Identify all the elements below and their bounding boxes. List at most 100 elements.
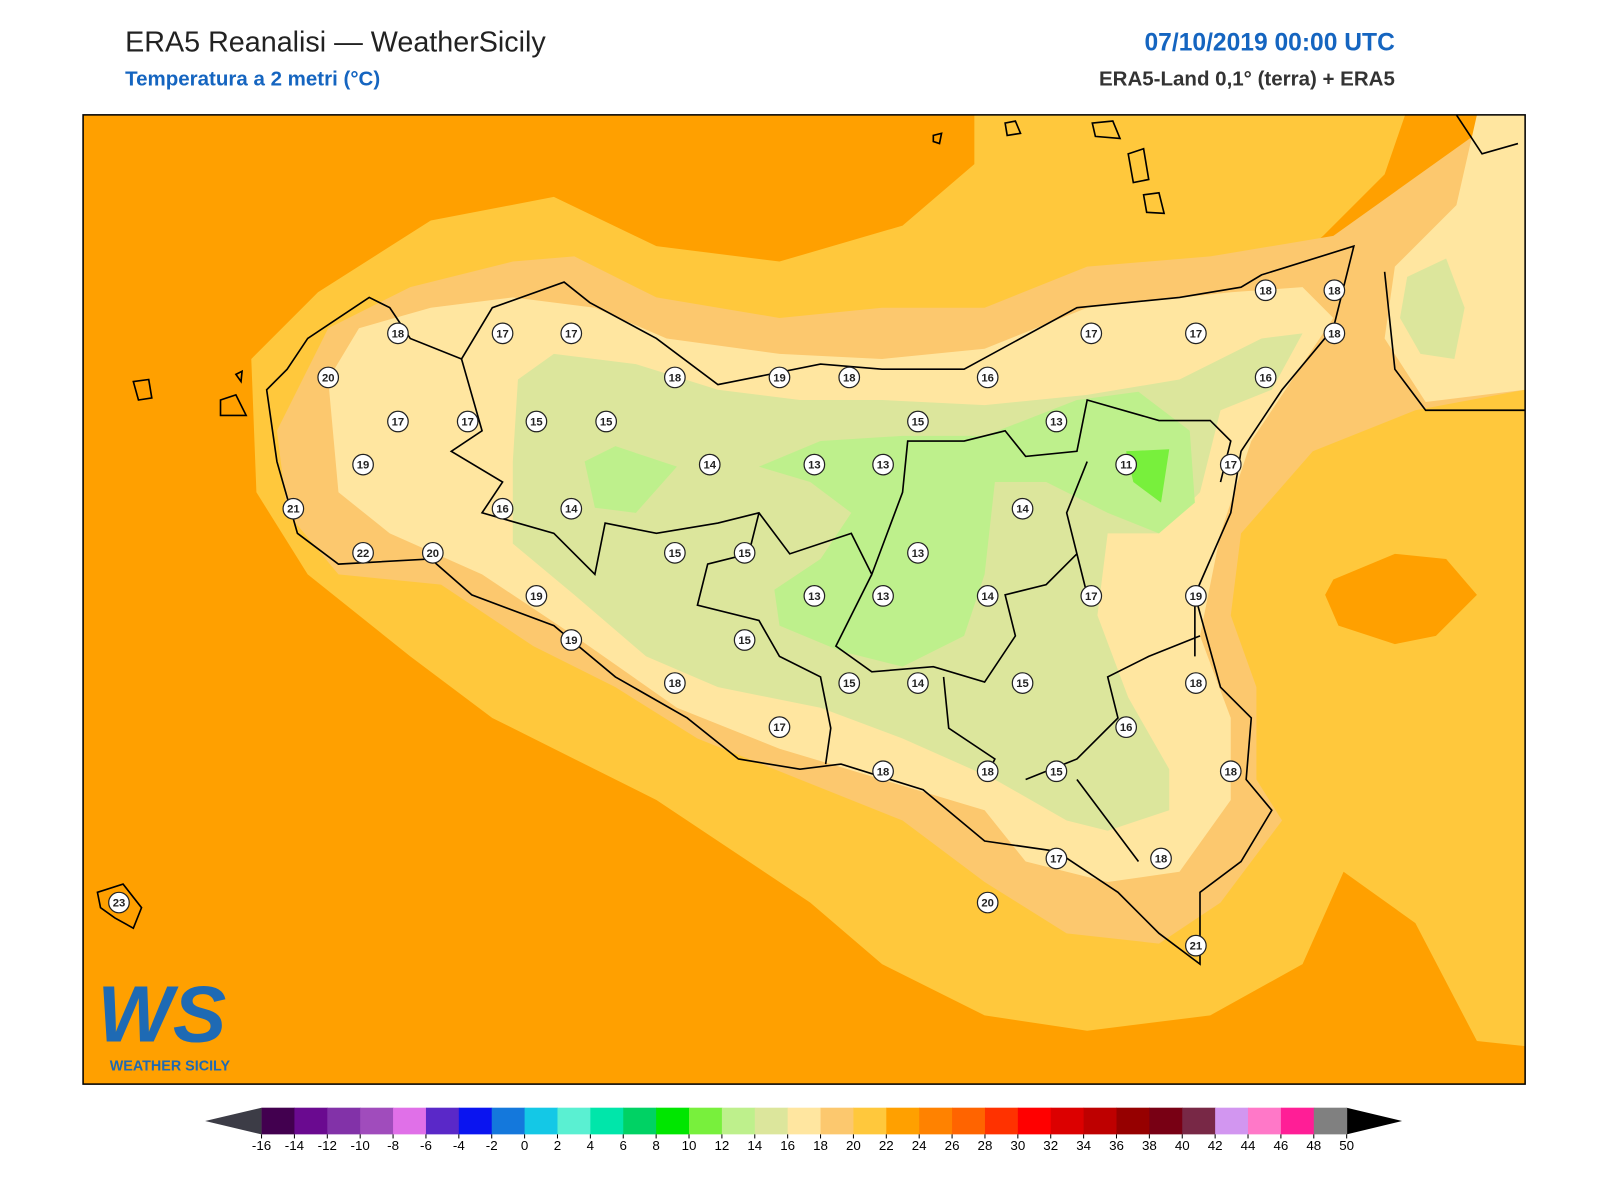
station-value: 15 (600, 417, 613, 429)
station-marker (1045, 847, 1068, 870)
station-marker (1011, 497, 1034, 520)
colorbar-tick-label: 36 (1109, 1138, 1124, 1153)
station-marker (317, 366, 340, 389)
colorbar-tick-label: 10 (682, 1138, 697, 1153)
station-value: 17 (392, 417, 405, 429)
station-marker (1150, 847, 1172, 870)
station-value: 18 (1190, 678, 1203, 690)
colorbar-swatch (1149, 1107, 1183, 1135)
colorbar-swatch (261, 1107, 295, 1135)
station-marker (1185, 934, 1207, 957)
colorbar-tick-label: -6 (420, 1138, 432, 1153)
station-marker (491, 497, 514, 520)
station-marker (456, 410, 479, 433)
station-marker (491, 322, 514, 345)
colorbar-swatch (853, 1107, 887, 1135)
station-value: 14 (981, 591, 994, 603)
station-value: 18 (392, 328, 405, 340)
datetime: 07/10/2019 00:00 UTC (1144, 30, 1395, 57)
colorbar-tick-label: -14 (285, 1138, 305, 1153)
station-value: 15 (1050, 766, 1063, 778)
station-value: 13 (1050, 417, 1063, 429)
colorbar-swatch (425, 1107, 460, 1135)
station-value: 22 (357, 548, 370, 560)
colorbar-tick-label: 6 (620, 1138, 627, 1153)
station-value: 15 (843, 678, 856, 690)
colorbar-tick-label: 2 (554, 1138, 561, 1153)
station-value: 21 (287, 504, 300, 516)
colorbar-swatch (623, 1107, 657, 1135)
colorbar-swatch (1313, 1107, 1348, 1135)
station-marker (976, 366, 999, 389)
station-marker (560, 497, 583, 520)
station-marker (421, 541, 444, 564)
station-value: 17 (773, 722, 786, 734)
station-value: 17 (496, 328, 509, 340)
station-value: 14 (703, 460, 716, 472)
colorbar-tick-label: 32 (1043, 1138, 1058, 1153)
station-value: 18 (669, 372, 682, 384)
colorbar-tick-label: 28 (978, 1138, 993, 1153)
colorbar-swatch (458, 1107, 493, 1135)
station-marker (1080, 322, 1103, 345)
station-marker (1185, 322, 1207, 345)
logo-mark: WS (97, 970, 226, 1059)
station-value: 16 (496, 504, 509, 516)
station-value: 19 (530, 591, 543, 603)
station-marker (595, 410, 618, 433)
colorbar-swatch (590, 1107, 624, 1135)
station-value: 14 (565, 504, 578, 516)
station-marker (663, 541, 686, 564)
station-marker (1185, 585, 1207, 607)
colorbar-swatch (557, 1107, 591, 1135)
map (83, 114, 1526, 1085)
station-marker (1115, 716, 1138, 739)
colorbar-swatch (820, 1107, 854, 1135)
station-marker (352, 453, 374, 476)
colorbar-tick-label: -16 (252, 1138, 271, 1153)
station-value: 19 (1190, 591, 1203, 603)
station-marker (1080, 585, 1103, 607)
colorbar-tick-label: 42 (1208, 1138, 1223, 1153)
colorbar-under (205, 1107, 262, 1135)
station-value: 19 (357, 460, 370, 472)
colorbar-tick-label: 34 (1076, 1138, 1091, 1153)
station-value: 15 (669, 548, 682, 560)
station-marker (1219, 453, 1242, 476)
subtitle: Temperatura a 2 metri (°C) (125, 67, 380, 90)
colorbar-swatch (1248, 1107, 1282, 1135)
colorbar-swatch (952, 1107, 986, 1135)
station-value: 17 (1085, 591, 1098, 603)
station-value: 17 (565, 328, 578, 340)
station-marker (1323, 322, 1346, 345)
colorbar-tick-label: 50 (1339, 1138, 1354, 1153)
station-marker (907, 541, 929, 564)
colorbar-tick-label: 14 (747, 1138, 762, 1153)
colorbar-swatch (984, 1107, 1019, 1135)
station-marker (282, 497, 305, 520)
station-value: 11 (1120, 460, 1132, 472)
station-value: 18 (1328, 285, 1341, 297)
station-marker (525, 410, 548, 433)
map-frame (82, 114, 1526, 1085)
station-marker (663, 672, 686, 694)
station-value: 13 (912, 548, 925, 560)
colorbar-tick-label: 26 (945, 1138, 960, 1153)
colorbar-tick-label: 16 (780, 1138, 795, 1153)
station-value: 13 (877, 591, 890, 603)
station-marker (108, 891, 130, 914)
colorbar-swatch (721, 1107, 756, 1135)
colorbar-swatch (491, 1107, 526, 1135)
station-value: 14 (1016, 504, 1029, 516)
colorbar-tick-label: 20 (846, 1138, 861, 1153)
colorbar-tick-label: 38 (1142, 1138, 1157, 1153)
colorbar-swatch (1182, 1107, 1216, 1135)
title: ERA5 Reanalisi — WeatherSicily (125, 27, 546, 59)
colorbar-swatch (656, 1107, 690, 1135)
colorbar-swatch (327, 1107, 361, 1135)
colorbar-swatch (919, 1107, 953, 1135)
colorbar-swatch (754, 1107, 789, 1135)
station-value: 15 (738, 548, 751, 560)
station-value: 13 (808, 591, 821, 603)
source: ERA5-Land 0,1° (terra) + ERA5 (1099, 67, 1395, 90)
